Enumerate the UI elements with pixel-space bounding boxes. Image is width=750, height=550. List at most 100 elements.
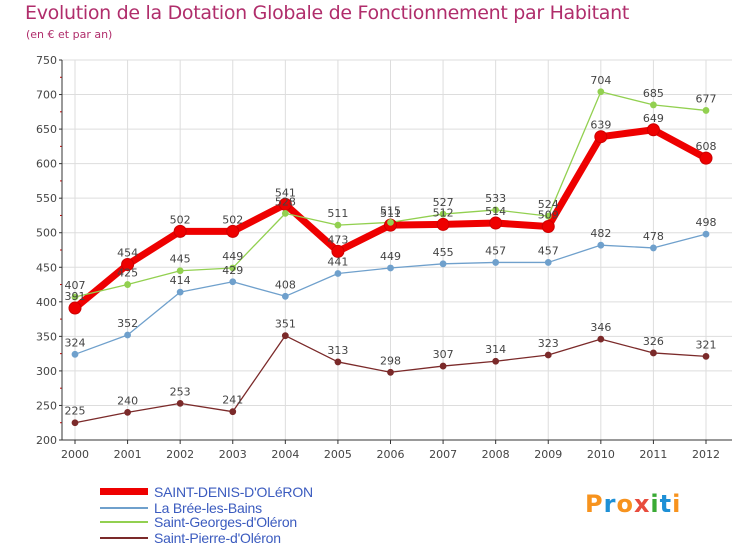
- data-label-3: 314: [485, 343, 506, 356]
- legend-label-saint-pierre: Saint-Pierre-d'Oléron: [154, 529, 281, 546]
- series-point-0: [226, 224, 240, 238]
- series-point-1: [387, 264, 394, 272]
- data-label-0: 511: [380, 207, 401, 220]
- series-point-2: [334, 221, 342, 229]
- series-point-0: [68, 301, 82, 315]
- series-point-3: [176, 399, 184, 407]
- x-tick-label: 2012: [692, 448, 720, 461]
- series-point-1: [334, 270, 342, 277]
- chart-subtitle: (en € et par an): [26, 28, 113, 41]
- x-tick-label: 2008: [482, 448, 510, 461]
- data-label-2: 685: [643, 87, 664, 100]
- chart-title: Evolution de la Dotation Globale de Fonc…: [25, 2, 630, 24]
- data-label-3: 326: [643, 335, 664, 348]
- legend-item-saint-pierre: Saint-Pierre-d'Oléron: [100, 529, 281, 546]
- series-point-2: [124, 281, 131, 288]
- logo-letter: x: [633, 490, 651, 518]
- series-point-2: [387, 218, 394, 226]
- series-point-2: [281, 209, 289, 217]
- y-tick-label: 550: [36, 192, 57, 205]
- x-tick-label: 2011: [639, 448, 667, 461]
- x-tick-label: 2000: [61, 448, 89, 461]
- y-tick-label: 600: [36, 158, 57, 171]
- data-label-3: 313: [327, 344, 348, 357]
- series-point-1: [124, 331, 131, 339]
- data-label-3: 346: [590, 321, 611, 334]
- y-tick-label: 500: [36, 227, 57, 240]
- data-label-1: 455: [433, 246, 454, 259]
- series-point-0: [121, 258, 135, 272]
- data-label-3: 241: [222, 394, 243, 407]
- series-point-2: [544, 212, 552, 220]
- series-point-0: [541, 220, 555, 234]
- axis-layer: 200 250 300 350 400 450 500 550 600 650 700 750 2000…: [36, 54, 732, 461]
- data-label-1: 449: [380, 250, 401, 263]
- data-label-0: 502: [170, 213, 191, 226]
- data-label-2: 524: [538, 198, 559, 211]
- series-point-3: [281, 332, 289, 340]
- data-label-1: 478: [643, 230, 664, 243]
- y-tick-label: 750: [36, 54, 57, 67]
- y-tick-label: 450: [36, 261, 57, 274]
- legend-swatch-saint-georges: [100, 520, 148, 523]
- series-point-2: [650, 101, 657, 109]
- data-label-2: 527: [433, 196, 454, 209]
- data-label-2: 425: [117, 267, 138, 280]
- x-tick-label: 2004: [271, 448, 299, 461]
- legend-swatch-saint-pierre: [100, 536, 148, 539]
- data-label-3: 307: [433, 348, 454, 361]
- proxiti-logo: Proxiti: [585, 490, 681, 518]
- legend-swatch-saint-denis: [100, 488, 148, 495]
- data-label-2: 407: [65, 279, 86, 292]
- logo-letter: r: [603, 490, 617, 518]
- series-point-3: [229, 408, 237, 416]
- data-label-1: 324: [65, 336, 86, 349]
- logo-letter: P: [585, 490, 604, 518]
- series-point-1: [71, 350, 79, 358]
- y-tick-label: 300: [36, 365, 57, 378]
- logo-letter: o: [616, 490, 634, 518]
- series-point-2: [71, 293, 79, 301]
- series-point-0: [594, 130, 608, 144]
- data-label-0: 541: [275, 186, 296, 199]
- series-point-1: [702, 230, 710, 238]
- series-point-2: [702, 107, 710, 114]
- y-tick-label: 400: [36, 296, 57, 309]
- y-tick-label: 350: [36, 330, 57, 343]
- data-label-1: 429: [222, 264, 243, 277]
- data-label-3: 253: [170, 385, 191, 398]
- legend-item-saint-georges: Saint-Georges-d'Oléron: [100, 513, 298, 530]
- proxiti-logo-text: Proxiti: [585, 490, 681, 518]
- legend-label-saint-denis: SAINT-DENIS-D'OLéRON: [154, 483, 313, 500]
- series-point-2: [229, 264, 237, 272]
- data-label-1: 457: [485, 244, 506, 257]
- series-point-3: [544, 351, 552, 359]
- series-point-1: [439, 260, 447, 268]
- data-label-0: 509: [538, 209, 559, 222]
- x-tick-label: 2002: [166, 448, 194, 461]
- series-point-0: [489, 216, 503, 230]
- series-point-3: [124, 408, 131, 416]
- data-label-1: 408: [275, 278, 296, 291]
- data-label-2: 704: [590, 74, 611, 87]
- y-tick-label: 250: [36, 399, 57, 412]
- data-label-0: 608: [696, 140, 717, 153]
- series-point-1: [229, 278, 237, 286]
- series-point-2: [439, 210, 447, 218]
- x-tick-label: 2010: [587, 448, 615, 461]
- data-label-0: 391: [65, 290, 86, 303]
- series-point-0: [331, 244, 345, 258]
- series-point-0: [173, 224, 187, 238]
- data-label-2: 677: [696, 92, 717, 105]
- series-point-3: [71, 419, 79, 427]
- series-point-1: [597, 241, 605, 249]
- data-label-0: 514: [485, 205, 506, 218]
- data-label-1: 457: [538, 244, 559, 257]
- series-point-3: [387, 368, 394, 376]
- x-tick-label: 2007: [429, 448, 457, 461]
- series-point-0: [646, 123, 660, 137]
- grid-layer: [62, 59, 732, 440]
- legend-label-saint-georges: Saint-Georges-d'Oléron: [154, 513, 298, 530]
